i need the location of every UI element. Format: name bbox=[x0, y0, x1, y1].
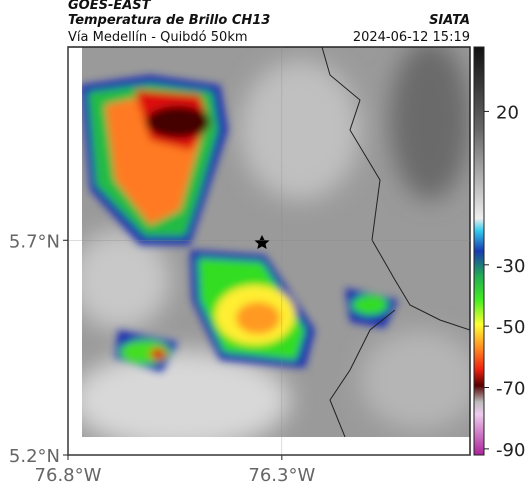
source: GOES-EAST bbox=[68, 0, 152, 13]
colorbar-tick-label: -30 bbox=[496, 256, 525, 277]
colorbar-tick-label: 20 bbox=[496, 102, 519, 123]
x-tick-label: 76.3°W bbox=[248, 465, 315, 486]
y-tick-label: 5.7°N bbox=[9, 231, 60, 252]
subtitle: Vía Medellín - Quibdó 50km bbox=[68, 30, 248, 45]
colorbar bbox=[473, 46, 485, 456]
x-tick-label: 76.8°W bbox=[35, 465, 102, 486]
satellite-image bbox=[82, 47, 470, 437]
title: Temperatura de Brillo CH13 bbox=[68, 13, 270, 28]
colorbar-tick-label: -90 bbox=[496, 440, 525, 461]
timestamp: 2024-06-12 15:19 bbox=[353, 30, 470, 45]
y-tick-label: 5.2°N bbox=[9, 446, 60, 467]
colorbar-tick-label: -50 bbox=[496, 317, 525, 338]
brand: SIATA bbox=[429, 13, 470, 28]
colorbar-tick-label: -70 bbox=[496, 379, 525, 400]
